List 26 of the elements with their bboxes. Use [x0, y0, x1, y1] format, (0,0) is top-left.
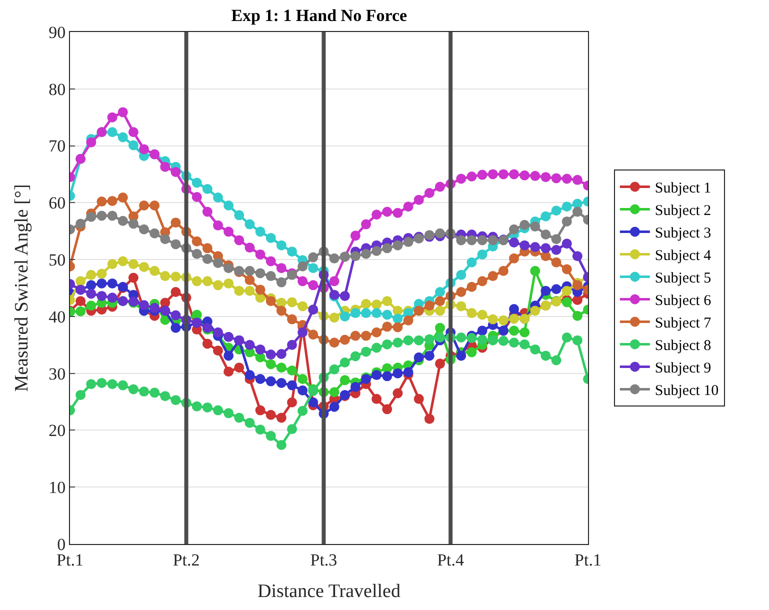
legend-label: Subject 2: [654, 203, 712, 220]
chart-title: Exp 1: 1 Hand No Force: [231, 6, 408, 26]
x-tick-label: Pt.3: [310, 550, 338, 570]
y-tick-label: 60: [48, 194, 66, 213]
legend-label: Subject 4: [654, 248, 712, 264]
legend-label: Subject 7: [654, 316, 712, 332]
legend-label: Subject 9: [654, 360, 712, 377]
y-tick-label: 50: [48, 250, 66, 270]
legend-label: Subject 8: [654, 338, 712, 354]
legend-label: Subject 10: [654, 383, 719, 400]
legend-label: Subject 5: [654, 270, 712, 287]
legend-label: Subject 6: [654, 293, 712, 310]
y-tick-label: 80: [48, 80, 66, 99]
legend-label: Subject 1: [654, 180, 712, 197]
x-tick-label: Pt.1: [574, 550, 602, 570]
x-tick-label: Pt.2: [172, 550, 200, 570]
x-tick-label: Pt.4: [437, 550, 465, 570]
y-tick-label: 20: [48, 421, 66, 440]
y-tick-label: 10: [48, 478, 66, 498]
y-tick-label: 40: [48, 307, 66, 326]
y-tick-label: 30: [48, 364, 66, 384]
legend-label: Subject 3: [654, 226, 712, 242]
y-tick-label: 70: [48, 136, 66, 156]
x-axis-title: Distance Travelled: [257, 581, 401, 602]
y-axis-title: Measured Swivel Angle [°]: [11, 184, 32, 392]
y-tick-label: 90: [48, 22, 66, 42]
